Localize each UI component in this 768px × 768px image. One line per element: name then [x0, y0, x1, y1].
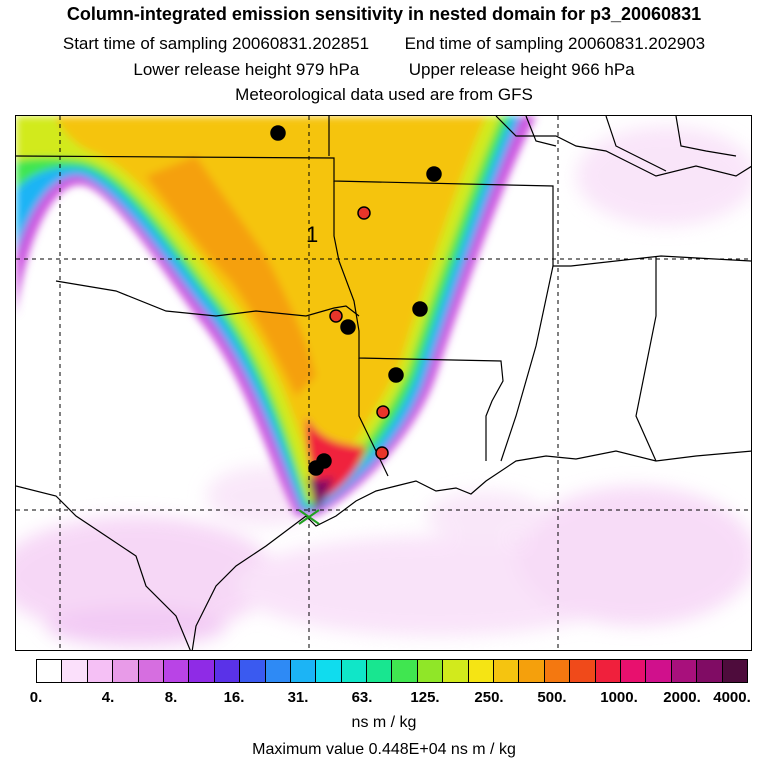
station-marker-black: [308, 460, 324, 476]
lat-lon-gridlines: [16, 116, 751, 650]
colorbar-segment: [494, 660, 520, 682]
colorbar-segment: [392, 660, 418, 682]
station-marker-black: [340, 319, 356, 335]
colorbar-segment: [595, 660, 621, 682]
sampling-times: Start time of sampling 20060831.202851 E…: [0, 34, 768, 54]
colorbar-segment: [544, 660, 571, 682]
colorbar-units: ns m / kg: [351, 714, 417, 731]
colorbar-segment: [417, 660, 444, 682]
colorbar-segment: [37, 660, 63, 682]
station-marker-red: [375, 446, 389, 460]
end-time: End time of sampling 20060831.202903: [404, 34, 706, 53]
colorbar-tick-label: 500.: [537, 689, 567, 706]
colorbar-segment: [341, 660, 368, 682]
upper-release-height: Upper release height 966 hPa: [408, 60, 635, 79]
colorbar-tick-label: 250.: [474, 689, 504, 706]
colorbar-tick-label: 63.: [351, 689, 373, 706]
colorbar-tick-label: 1000.: [600, 689, 638, 706]
colorbar-tick-label: 2000.: [663, 689, 701, 706]
colorbar-segment: [570, 660, 596, 682]
plot-title: Column-integrated emission sensitivity i…: [66, 4, 702, 24]
colorbar-segment: [646, 660, 672, 682]
station-marker-black: [270, 125, 286, 141]
colorbar-segment: [316, 660, 342, 682]
sensitivity-map: 1: [15, 115, 752, 651]
colorbar-segment: [189, 660, 215, 682]
colorbar-tick-label: 125.: [410, 689, 440, 706]
trajectory-label: 1: [306, 222, 318, 247]
low-sensitivity-haze: [16, 126, 751, 646]
colorbar-segment: [87, 660, 114, 682]
station-marker-black: [388, 367, 404, 383]
start-time: Start time of sampling 20060831.202851: [62, 34, 370, 53]
station-marker-red: [376, 405, 390, 419]
colorbar-segment: [240, 660, 266, 682]
colorbar-segment: [367, 660, 393, 682]
release-location-marker: [298, 509, 320, 525]
colorbar-segment: [265, 660, 291, 682]
maximum-value: Maximum value 0.448E+04 ns m / kg: [252, 741, 516, 758]
colorbar-segment: [468, 660, 495, 682]
colorbar-segment: [697, 660, 723, 682]
colorbar-segment: [290, 660, 317, 682]
colorbar-tick-label: 16.: [223, 689, 245, 706]
colorbar-segment: [722, 660, 747, 682]
station-marker-red: [357, 206, 371, 220]
station-marker-black: [412, 301, 428, 317]
met-data-source: Meteorological data used are from GFS: [235, 85, 533, 104]
lower-release-height: Lower release height 979 hPa: [133, 60, 360, 79]
colorbar-tick-label: 8.: [164, 689, 178, 706]
colorbar-segment: [620, 660, 647, 682]
colorbar-tick-label: 4000.: [713, 689, 751, 706]
colorbar-segment: [163, 660, 190, 682]
release-heights: Lower release height 979 hPa Upper relea…: [0, 60, 768, 80]
colorbar-segment: [214, 660, 241, 682]
colorbar-segment: [519, 660, 545, 682]
colorbar-segment: [62, 660, 88, 682]
colorbar-segment: [113, 660, 139, 682]
emission-plume: [16, 116, 536, 516]
colorbar-segment: [138, 660, 164, 682]
colorbar-segment: [443, 660, 469, 682]
colorbar-tick-label: 31.: [287, 689, 309, 706]
colorbar-tick-label: 0.: [29, 689, 43, 706]
measurement-stations: [270, 125, 442, 476]
colorbar: [36, 659, 748, 683]
colorbar-segment: [671, 660, 698, 682]
station-marker-red: [329, 309, 343, 323]
station-marker-black: [426, 166, 442, 182]
colorbar-tick-label: 4.: [101, 689, 115, 706]
